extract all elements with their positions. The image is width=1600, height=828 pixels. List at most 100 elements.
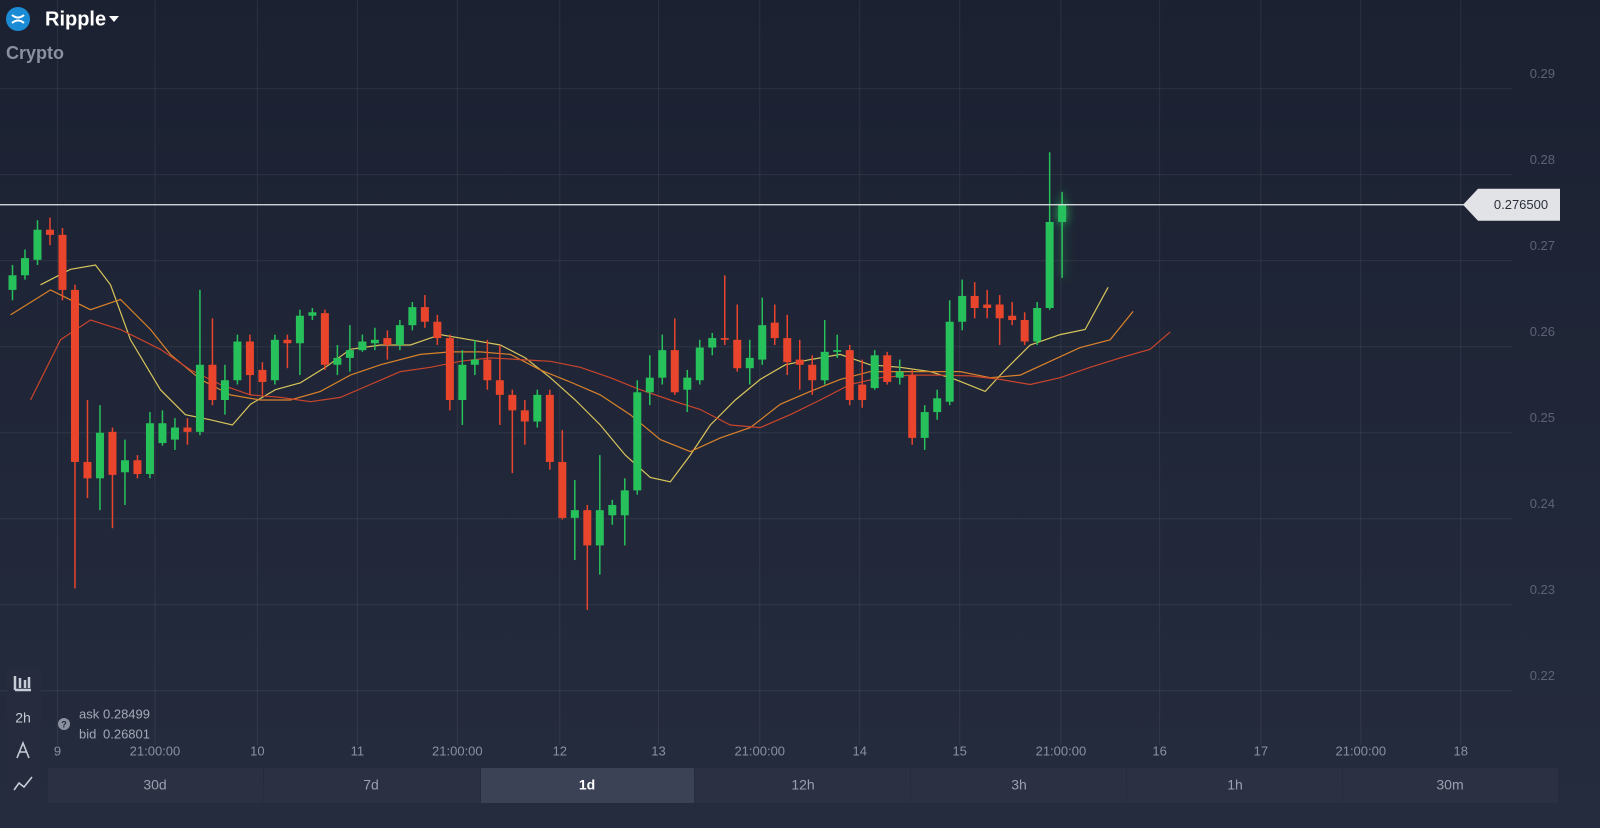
drawing-tools-icon[interactable] [16, 740, 30, 759]
timeframe-button[interactable]: 7d [264, 768, 480, 803]
candle [320, 309, 329, 370]
candle [595, 455, 604, 575]
timeframe-button[interactable]: 30m [1343, 768, 1558, 803]
candle-body [945, 321, 954, 402]
candle-body [1020, 320, 1029, 342]
candle-body [270, 339, 279, 381]
candle-body [995, 304, 1004, 319]
candle-body [108, 431, 117, 475]
candle-body [733, 339, 742, 369]
timeframe-label: 30m [1436, 777, 1463, 793]
moving-average-line [29, 319, 1171, 429]
candle [683, 369, 692, 413]
candle [758, 297, 767, 365]
candle-body [145, 423, 154, 475]
timeframe-label: 30d [143, 777, 166, 793]
candle [1045, 152, 1054, 310]
candle-body [895, 371, 904, 378]
candle-body [258, 369, 267, 382]
indicators-icon[interactable] [13, 776, 33, 791]
candle-body [120, 460, 129, 473]
candle-body [470, 359, 479, 365]
candle-body [1058, 204, 1067, 222]
candle [58, 227, 67, 301]
candle [195, 289, 204, 436]
candle [558, 430, 567, 520]
candle [83, 400, 92, 499]
candle-body [133, 460, 142, 475]
candle-body [20, 258, 29, 276]
candle [445, 334, 454, 411]
logo-mark [11, 14, 25, 24]
candle-icon [13, 676, 31, 692]
header[interactable]: Ripple [6, 7, 119, 31]
candle-body [358, 341, 367, 351]
candle-body [583, 510, 592, 546]
candle-body [545, 394, 554, 462]
candle-body [795, 359, 804, 365]
timeframe-button[interactable]: 12h [695, 768, 910, 803]
timeframe-bar: 30d 7d 1d 12h 3h 1h 30m [48, 768, 1558, 803]
candle-body [8, 275, 17, 290]
candle [1020, 312, 1029, 345]
candle-body [970, 295, 979, 308]
candle-body [720, 338, 729, 340]
candle-body [595, 510, 604, 546]
x-tick-label: 15 [952, 743, 966, 758]
candle-body [1045, 221, 1054, 308]
timeframe-label: 7d [363, 777, 379, 793]
candle [708, 332, 717, 356]
candle-body [883, 355, 892, 382]
timeframe-button[interactable]: 1h [1127, 768, 1342, 803]
ask-label: ask [79, 706, 100, 721]
candle [458, 350, 467, 425]
timeframe-button[interactable]: 30d [48, 768, 263, 803]
timeframe-button[interactable]: 3h [911, 768, 1126, 803]
x-tick-label: 21:00:00 [1036, 743, 1087, 758]
chart-type-button[interactable] [13, 676, 31, 692]
candle [745, 339, 754, 385]
candle-body [245, 341, 254, 376]
timeframe-button[interactable]: 1d [481, 768, 694, 803]
candle-body [183, 427, 192, 432]
candle-body [308, 312, 317, 316]
candle [833, 334, 842, 358]
candle [908, 369, 917, 445]
candle [670, 318, 679, 395]
help-icon[interactable] [58, 718, 70, 730]
last-price-tag [1463, 188, 1560, 221]
candle-body [520, 410, 529, 422]
candle [620, 478, 629, 546]
candle-body [158, 423, 167, 444]
candle-body [658, 350, 667, 378]
last-price-label: 0.276500 [1494, 197, 1548, 212]
candle-body [45, 229, 54, 235]
candle [333, 344, 342, 376]
x-tick-label: 21:00:00 [1335, 743, 1386, 758]
candle-body [295, 315, 304, 344]
candle-body [95, 432, 104, 479]
candle [70, 284, 79, 589]
candle [233, 334, 242, 385]
interval-button[interactable]: 2h [15, 710, 31, 726]
candle [108, 427, 117, 529]
candle [245, 334, 254, 395]
candle-body [220, 380, 229, 401]
candle [733, 304, 742, 372]
candle [283, 334, 292, 369]
candle [308, 307, 317, 321]
y-tick-label: 0.22 [1530, 668, 1555, 683]
candle-body [670, 350, 679, 393]
candle-body [1008, 315, 1017, 321]
candle [645, 355, 654, 406]
candle-body [745, 357, 754, 369]
x-tick-label: 11 [351, 743, 365, 758]
y-tick-label: 0.28 [1530, 152, 1555, 167]
candle-body [345, 350, 354, 358]
caret [109, 16, 119, 22]
candle-body [783, 338, 792, 363]
candle [483, 339, 492, 390]
candle-body [608, 504, 617, 516]
candle-body [395, 325, 404, 345]
